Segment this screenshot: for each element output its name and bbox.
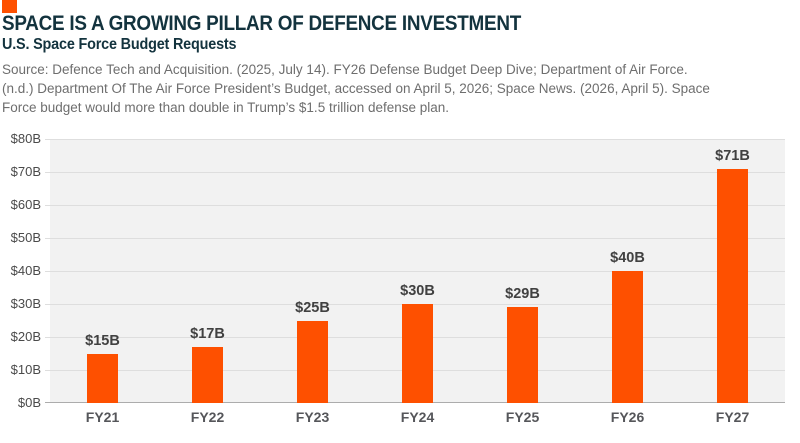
x-tick-label: FY21 [85, 409, 120, 425]
y-tick-label: $70B [10, 164, 41, 179]
brand-accent-square [2, 0, 17, 13]
gridline [45, 205, 785, 206]
source-line-1: Source: Defence Tech and Acquisition. (2… [2, 62, 688, 77]
bar-fy22 [192, 346, 223, 403]
x-axis: FY21 FY22 FY23 FY24 FY25 FY26 FY27 [50, 408, 785, 426]
y-tick-label: $60B [10, 197, 41, 212]
gridline [45, 172, 785, 173]
chart-subtitle: U.S. Space Force Budget Requests [2, 36, 237, 53]
x-tick-label: FY26 [610, 409, 645, 425]
bar-value-label: $25B [295, 299, 330, 316]
y-tick-label: $20B [10, 329, 41, 344]
gridline [45, 139, 785, 140]
source-note: Source: Defence Tech and Acquisition. (2… [2, 60, 710, 117]
x-tick-label: FY23 [295, 409, 330, 425]
bar-fy27 [717, 168, 748, 403]
bar-fy25 [507, 307, 538, 403]
source-line-3: Force budget would more than double in T… [2, 100, 450, 115]
bar-fy24 [402, 304, 433, 403]
x-tick-label: FY25 [505, 409, 540, 425]
bar-fy26 [612, 271, 643, 403]
source-line-2: (n.d.) Department Of The Air Force Presi… [2, 81, 710, 96]
y-tick-label: $40B [10, 263, 41, 278]
y-tick-label: $30B [10, 296, 41, 311]
y-tick-label: $0B [17, 395, 41, 410]
bar-fy23 [297, 320, 328, 403]
y-tick-label: $50B [10, 230, 41, 245]
bar-fy21 [87, 353, 118, 403]
bar-value-label: $30B [400, 283, 435, 299]
x-tick-label: FY24 [400, 409, 435, 425]
x-tick-label: FY27 [715, 409, 750, 425]
page-title: SPACE IS A GROWING PILLAR OF DEFENCE INV… [2, 12, 521, 35]
bar-value-label: $71B [715, 147, 750, 164]
bar-value-label: $17B [190, 325, 225, 342]
bar-value-label: $15B [85, 332, 120, 349]
bar-chart-plot-area: $15B $17B $25B $30B $29B $40B $71B [45, 139, 785, 403]
x-tick-label: FY22 [190, 409, 225, 425]
bar-value-label: $29B [505, 286, 540, 303]
gridline [45, 238, 785, 239]
y-tick-label: $80B [10, 131, 41, 146]
y-axis: $0B $10B $20B $30B $40B $50B $60B $70B $80B [0, 132, 41, 410]
gridline [45, 271, 785, 272]
y-tick-label: $10B [10, 362, 41, 377]
bar-value-label: $40B [610, 250, 645, 266]
